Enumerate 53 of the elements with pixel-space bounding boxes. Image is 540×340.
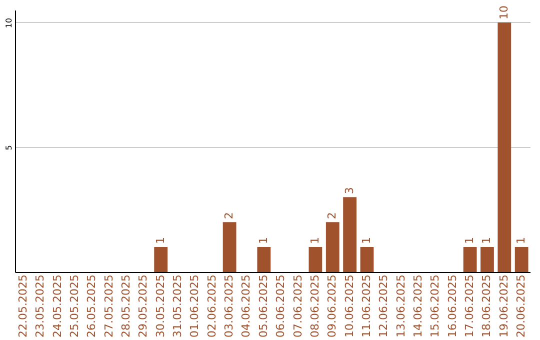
data-label: 1 [463, 237, 476, 244]
x-tick-label: 25.05.2025 [68, 274, 81, 338]
x-tick-label: 09.06.2025 [326, 274, 339, 338]
data-label: 1 [514, 237, 528, 244]
x-tick-label: 06.06.2025 [274, 274, 288, 338]
x-tick-label: 27.05.2025 [102, 274, 116, 338]
bar [463, 247, 477, 272]
data-label: 2 [222, 212, 236, 220]
data-label: 2 [326, 212, 339, 220]
y-tick-label: 5 [4, 145, 14, 150]
x-tick-label: 23.05.2025 [34, 274, 47, 338]
bar [308, 247, 322, 272]
data-label: 3 [342, 187, 356, 194]
data-label: 1 [154, 237, 167, 244]
bar [154, 247, 168, 272]
x-tick-label: 12.06.2025 [377, 274, 390, 338]
x-tick-label: 22.05.2025 [16, 274, 30, 338]
x-tick-label: 10.06.2025 [342, 274, 356, 338]
x-tick-label: 24.05.2025 [50, 274, 64, 338]
bar [498, 22, 512, 272]
data-label: 1 [360, 237, 373, 244]
x-tick-label: 31.05.2025 [171, 274, 184, 338]
x-tick-label: 30.05.2025 [154, 274, 167, 338]
x-tick-label: 08.06.2025 [308, 274, 322, 338]
x-tick-label: 01.06.2025 [188, 274, 202, 338]
x-tick-label: 15.06.2025 [428, 274, 442, 338]
bar [360, 247, 374, 272]
bar [343, 197, 356, 272]
x-tick-label: 05.06.2025 [256, 274, 270, 338]
x-tick-label: 18.06.2025 [480, 274, 494, 338]
x-tick-label: 11.06.2025 [360, 274, 373, 338]
data-label: 1 [308, 237, 322, 244]
bar [257, 247, 271, 272]
x-tick-label: 14.06.2025 [412, 274, 425, 338]
x-tick-label: 04.06.2025 [240, 274, 253, 338]
data-label: 1 [480, 237, 494, 244]
x-tick-label: 07.06.2025 [291, 274, 304, 338]
x-tick-label: 19.06.2025 [497, 274, 510, 338]
x-tick-label: 26.05.2025 [85, 274, 98, 338]
x-tick-label: 02.06.2025 [205, 274, 218, 338]
x-tick-label: 03.06.2025 [222, 274, 236, 338]
x-tick-label: 28.05.2025 [119, 274, 132, 338]
bar [480, 247, 494, 272]
bar [514, 247, 528, 272]
x-tick-label: 13.06.2025 [394, 274, 408, 338]
data-label: 1 [256, 237, 270, 244]
bar [326, 222, 340, 272]
x-tick-label: 16.06.2025 [446, 274, 459, 338]
x-tick-label: 17.06.2025 [463, 274, 476, 338]
x-tick-label: 20.06.2025 [514, 274, 528, 338]
bar [222, 222, 236, 272]
x-tick-label: 29.05.2025 [136, 274, 150, 338]
data-label: 10 [497, 5, 510, 20]
